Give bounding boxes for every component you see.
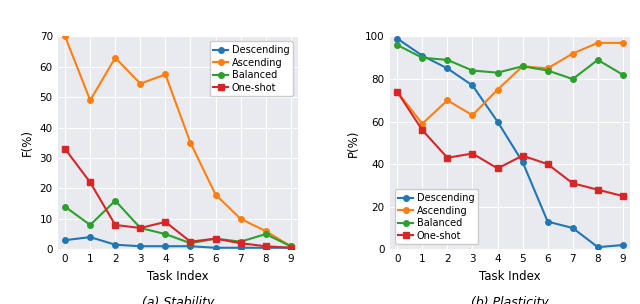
- Ascending: [187, 141, 195, 145]
- One-shot: [493, 167, 501, 170]
- Ascending: [136, 82, 144, 85]
- Ascending: [569, 52, 577, 55]
- Descending: [594, 245, 602, 249]
- Balanced: [594, 58, 602, 62]
- One-shot: [419, 128, 426, 132]
- One-shot: [61, 147, 69, 151]
- Ascending: [262, 229, 269, 233]
- Line: One-shot: One-shot: [394, 89, 626, 199]
- Balanced: [468, 69, 476, 72]
- Descending: [419, 54, 426, 57]
- Descending: [111, 243, 119, 247]
- Descending: [544, 220, 552, 223]
- Ascending: [61, 35, 69, 38]
- One-shot: [212, 237, 220, 240]
- Balanced: [419, 56, 426, 60]
- Balanced: [262, 232, 269, 236]
- Balanced: [161, 232, 169, 236]
- Descending: [468, 84, 476, 87]
- X-axis label: Task Index: Task Index: [479, 270, 541, 283]
- Line: One-shot: One-shot: [62, 146, 294, 250]
- Descending: [619, 243, 627, 247]
- Ascending: [287, 244, 294, 248]
- Balanced: [394, 43, 401, 47]
- Balanced: [237, 240, 244, 244]
- Descending: [212, 246, 220, 250]
- Balanced: [444, 58, 451, 62]
- Descending: [493, 120, 501, 123]
- One-shot: [569, 181, 577, 185]
- Line: Descending: Descending: [62, 234, 294, 250]
- One-shot: [136, 226, 144, 230]
- Ascending: [519, 64, 527, 68]
- Descending: [161, 244, 169, 248]
- Balanced: [111, 199, 119, 202]
- Ascending: [544, 67, 552, 70]
- Descending: [187, 244, 195, 248]
- Descending: [287, 246, 294, 250]
- Ascending: [444, 98, 451, 102]
- Balanced: [61, 205, 69, 209]
- Balanced: [86, 223, 94, 227]
- Balanced: [619, 73, 627, 77]
- One-shot: [237, 241, 244, 245]
- Descending: [569, 226, 577, 230]
- X-axis label: Task Index: Task Index: [147, 270, 209, 283]
- One-shot: [444, 156, 451, 160]
- Descending: [519, 160, 527, 164]
- One-shot: [544, 162, 552, 166]
- One-shot: [111, 223, 119, 227]
- One-shot: [262, 244, 269, 248]
- Descending: [394, 37, 401, 40]
- Y-axis label: F(%): F(%): [21, 130, 34, 156]
- Line: Balanced: Balanced: [394, 42, 626, 82]
- Descending: [444, 67, 451, 70]
- Text: (b) Plasticity: (b) Plasticity: [471, 296, 549, 304]
- Text: (a) Stability: (a) Stability: [141, 296, 214, 304]
- Balanced: [287, 244, 294, 248]
- One-shot: [187, 240, 195, 244]
- One-shot: [394, 90, 401, 94]
- Descending: [262, 246, 269, 250]
- Descending: [86, 235, 94, 239]
- Ascending: [468, 113, 476, 117]
- Ascending: [237, 217, 244, 221]
- Ascending: [394, 90, 401, 94]
- Ascending: [111, 56, 119, 60]
- One-shot: [468, 152, 476, 155]
- Descending: [61, 238, 69, 242]
- Ascending: [161, 73, 169, 76]
- Balanced: [187, 241, 195, 245]
- Balanced: [569, 77, 577, 81]
- Balanced: [212, 237, 220, 240]
- One-shot: [86, 181, 94, 184]
- One-shot: [594, 188, 602, 192]
- One-shot: [619, 194, 627, 198]
- Ascending: [86, 98, 94, 102]
- Y-axis label: P(%): P(%): [347, 129, 360, 157]
- Balanced: [519, 64, 527, 68]
- Balanced: [136, 226, 144, 230]
- Line: Ascending: Ascending: [394, 40, 626, 126]
- Descending: [237, 246, 244, 250]
- Ascending: [594, 41, 602, 45]
- Legend: Descending, Ascending, Balanced, One-shot: Descending, Ascending, Balanced, One-sho…: [209, 41, 293, 96]
- One-shot: [287, 246, 294, 250]
- Descending: [136, 244, 144, 248]
- One-shot: [519, 154, 527, 157]
- Line: Descending: Descending: [394, 36, 626, 250]
- Line: Balanced: Balanced: [62, 198, 294, 249]
- Ascending: [419, 122, 426, 126]
- Balanced: [493, 71, 501, 74]
- One-shot: [161, 220, 169, 224]
- Ascending: [212, 193, 220, 196]
- Line: Ascending: Ascending: [62, 34, 294, 249]
- Ascending: [619, 41, 627, 45]
- Ascending: [493, 88, 501, 92]
- Legend: Descending, Ascending, Balanced, One-shot: Descending, Ascending, Balanced, One-sho…: [395, 189, 479, 244]
- Balanced: [544, 69, 552, 72]
